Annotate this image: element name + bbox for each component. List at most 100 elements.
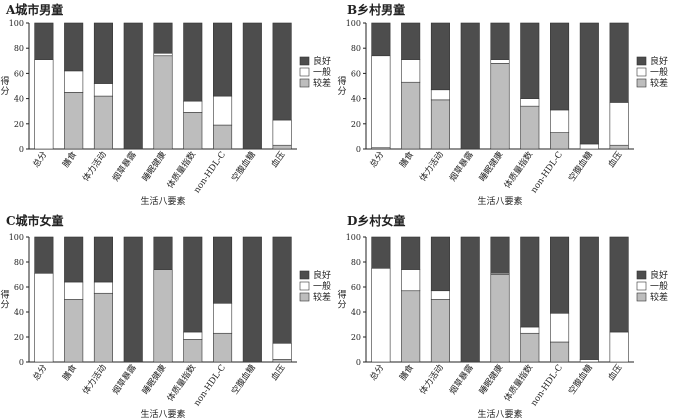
bar-segment (272, 236, 292, 344)
bar-segment (153, 55, 173, 150)
x-tick-label: non-HDL-C (529, 150, 565, 195)
bar-segment (64, 299, 84, 363)
x-tick-label: 膳食 (397, 362, 416, 383)
x-tick-label: 体质量指数 (165, 362, 199, 404)
bar-segment (183, 22, 203, 102)
x-tick-label: 体质量指数 (165, 149, 199, 191)
legend-swatch (636, 270, 647, 280)
y-axis-label: 得 (337, 75, 346, 87)
bar-segment (123, 236, 143, 363)
y-tick-label: 60 (351, 69, 361, 78)
bar-segment (93, 236, 113, 283)
x-axis-label: 生活八要素 (140, 195, 185, 207)
bar-segment (490, 236, 510, 274)
legend-label: 良好 (313, 55, 331, 67)
bar-segment (401, 236, 421, 270)
bar-segment (520, 105, 540, 150)
x-tick-label: 总分 (31, 149, 50, 170)
x-tick-label: 空腹血糖 (229, 149, 258, 184)
x-tick-label: 膳食 (397, 149, 416, 170)
bar-segment (34, 59, 54, 150)
x-axis-label: 生活八要素 (140, 408, 185, 420)
y-tick-label: 0 (356, 358, 361, 367)
x-tick-label: 体力活动 (80, 149, 109, 184)
bar-segment (371, 267, 391, 363)
bar-segment (430, 236, 450, 292)
legend-label: 一般 (650, 280, 668, 292)
bar-segment (579, 143, 599, 150)
bar-segment (242, 236, 262, 363)
bar-segment (183, 236, 203, 333)
bar-segment (520, 326, 540, 334)
y-axis-label: 得 (0, 75, 9, 87)
legend-swatch (636, 67, 647, 77)
x-axis-label: 生活八要素 (477, 195, 522, 207)
bar-segment (520, 236, 540, 328)
x-tick-label: non-HDL-C (192, 363, 228, 408)
x-tick-label: non-HDL-C (192, 150, 228, 195)
legend-label: 良好 (313, 269, 331, 281)
bar-segment (64, 92, 84, 150)
panel-title: A城市男童 (5, 2, 63, 17)
x-tick-label: 体质量指数 (502, 362, 536, 404)
bar-segment (401, 269, 421, 292)
bar-segment (213, 236, 233, 304)
bar-segment (242, 22, 262, 150)
bar-segment (520, 98, 540, 107)
y-tick-label: 80 (351, 258, 361, 267)
legend-swatch (299, 78, 310, 88)
bar-segment (272, 359, 292, 363)
bar-segment (430, 89, 450, 101)
bar-segment (64, 281, 84, 300)
y-axis-label: 分 (337, 86, 346, 97)
bar-segment (490, 63, 510, 150)
legend-swatch (299, 56, 310, 66)
y-tick-label: 100 (9, 233, 24, 242)
x-axis-label: 生活八要素 (477, 408, 522, 420)
y-axis-label: 分 (0, 300, 9, 311)
bar-segment (371, 236, 391, 269)
x-tick-label: 血压 (269, 149, 288, 170)
x-tick-label: 血压 (606, 149, 625, 170)
x-tick-label: 空腹血糖 (566, 149, 595, 184)
x-tick-label: 烟草暴露 (110, 149, 139, 184)
legend-swatch (299, 281, 310, 291)
bar-segment (490, 22, 510, 60)
y-tick-label: 100 (9, 19, 24, 28)
x-tick-label: 睡眠健康 (477, 362, 506, 397)
x-tick-label: 体力活动 (417, 149, 446, 184)
bar-segment (490, 59, 510, 64)
y-tick-label: 80 (14, 44, 24, 53)
bar-segment (272, 22, 292, 121)
bar-segment (153, 269, 173, 363)
y-tick-label: 80 (351, 44, 361, 53)
bar-segment (609, 331, 629, 363)
bar-segment (460, 22, 480, 150)
x-tick-label: 总分 (368, 362, 387, 383)
bar-segment (272, 342, 292, 360)
y-tick-label: 40 (14, 95, 24, 104)
bar-segment (371, 55, 391, 149)
bar-segment (401, 290, 421, 363)
panel-title: C城市女童 (6, 213, 64, 228)
x-tick-label: 空腹血糖 (229, 362, 258, 397)
bar-segment (550, 236, 570, 314)
y-tick-label: 0 (356, 145, 361, 154)
legend-label: 较差 (313, 291, 331, 303)
bar-segment (123, 22, 143, 150)
bar-segment (272, 144, 292, 150)
bar-segment (34, 22, 54, 60)
x-tick-label: 膳食 (60, 362, 79, 383)
y-tick-label: 20 (351, 333, 361, 342)
x-tick-label: 烟草暴露 (447, 149, 476, 184)
bar-segment (579, 22, 599, 145)
bar-segment (93, 83, 113, 97)
y-tick-label: 40 (351, 308, 361, 317)
y-tick-label: 80 (14, 258, 24, 267)
y-tick-label: 20 (14, 333, 24, 342)
